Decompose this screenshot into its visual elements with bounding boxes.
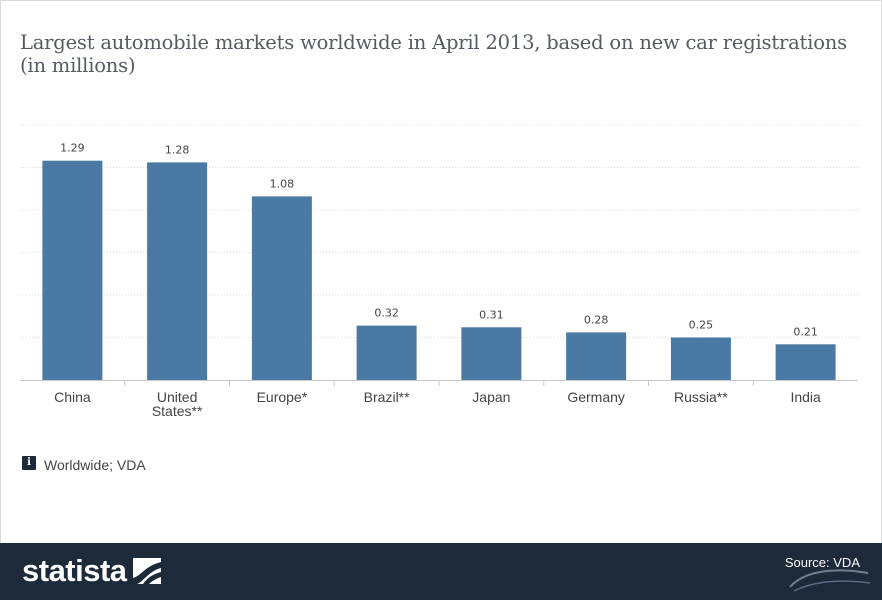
bar [670,337,731,380]
x-tick-label: Europe* [257,389,308,405]
data-label: 1.28 [165,143,190,156]
info-icon[interactable]: i [22,456,36,470]
footer-bar: statista Source: VDA [0,543,882,600]
bar [461,327,522,380]
data-label: 0.25 [689,319,714,332]
data-label: 1.08 [270,177,295,190]
bar [356,325,417,380]
statista-mark-icon [132,558,161,584]
bar [775,344,836,380]
bar [566,332,627,380]
bar [42,160,103,380]
x-tick-label: Germany [567,389,625,405]
x-tick-label: Russia** [674,389,728,405]
data-label: 0.32 [374,307,399,320]
x-tick-label: India [790,389,821,405]
source-label: Source: VDA [784,555,860,570]
chart-title: Largest automobile markets worldwide in … [20,31,847,77]
bar [147,162,208,380]
data-label: 1.29 [60,142,85,155]
x-tick-label: States** [152,403,203,419]
x-tick-label: China [54,389,91,405]
data-label: 0.21 [793,325,818,338]
x-tick-label: United [157,389,197,405]
watermark-logo-icon [789,569,871,592]
statista-logo[interactable]: statista [22,553,161,589]
x-tick-label: Brazil** [364,389,410,405]
x-tick-label: Japan [472,389,510,405]
brand-name: statista [22,553,127,588]
bar [251,196,312,380]
data-label: 0.28 [584,313,609,326]
data-label: 0.31 [479,308,504,321]
info-note: Worldwide; VDA [44,457,146,473]
